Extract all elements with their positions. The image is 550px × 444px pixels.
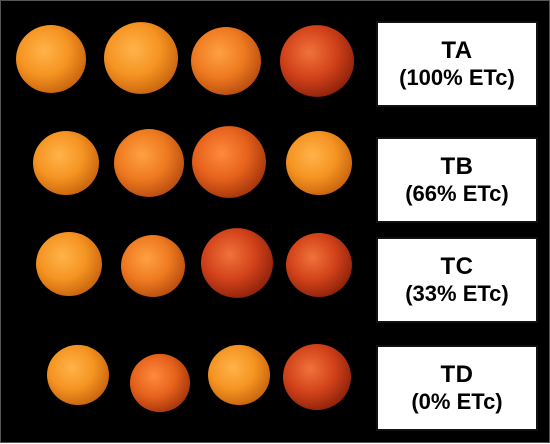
treatment-code: TA bbox=[441, 36, 473, 64]
apricot-fruit bbox=[47, 344, 109, 406]
treatment-etc: (66% ETc) bbox=[405, 181, 509, 207]
fruit-group-tb bbox=[33, 126, 352, 198]
apricot-fruit bbox=[33, 130, 99, 196]
label-box-td: TD (0% ETc) bbox=[376, 345, 538, 431]
apricot-fruit bbox=[121, 234, 185, 298]
treatment-etc: (100% ETc) bbox=[399, 65, 515, 91]
treatment-code: TC bbox=[440, 252, 474, 280]
apricot-fruit bbox=[130, 353, 190, 413]
label-box-tb: TB (66% ETc) bbox=[376, 137, 538, 223]
fruit-group-td bbox=[47, 344, 351, 413]
apricot-fruit bbox=[280, 25, 354, 97]
apricot-fruit bbox=[286, 232, 352, 298]
apricot-fruit bbox=[114, 129, 184, 197]
label-box-ta: TA (100% ETc) bbox=[376, 21, 538, 107]
fruit-group-tc bbox=[36, 228, 352, 298]
apricot-fruit bbox=[191, 27, 261, 95]
treatment-row-tb: TB (66% ETc) bbox=[1, 111, 550, 223]
treatment-code: TB bbox=[440, 152, 474, 180]
apricot-fruit bbox=[208, 344, 270, 406]
treatment-row-ta: TA (100% ETc) bbox=[1, 1, 550, 111]
treatment-etc: (33% ETc) bbox=[405, 281, 509, 307]
apricot-fruit bbox=[16, 25, 86, 93]
apricot-fruit bbox=[36, 231, 102, 297]
treatment-row-td: TD (0% ETc) bbox=[1, 331, 550, 444]
apricot-fruit bbox=[201, 228, 273, 298]
treatment-code: TD bbox=[440, 360, 474, 388]
fruit-group-ta bbox=[16, 22, 354, 97]
apricot-fruit bbox=[286, 130, 352, 196]
apricot-fruit bbox=[283, 344, 351, 410]
treatment-row-tc: TC (33% ETc) bbox=[1, 221, 550, 331]
apricot-fruit bbox=[104, 22, 178, 94]
label-box-tc: TC (33% ETc) bbox=[376, 237, 538, 323]
apricot-fruit bbox=[192, 126, 266, 198]
treatment-etc: (0% ETc) bbox=[411, 389, 503, 415]
